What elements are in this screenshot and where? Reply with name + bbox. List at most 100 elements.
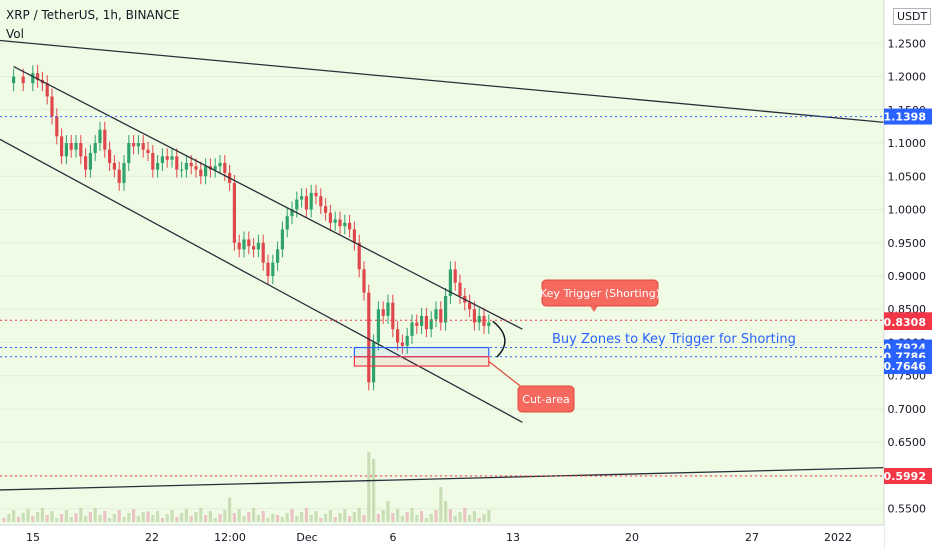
volume-bar (396, 509, 400, 522)
x-tick-label-0: 15 (26, 531, 40, 544)
volume-bar (12, 510, 16, 522)
volume-bar (146, 511, 150, 522)
volume-bar (300, 512, 304, 522)
candle-body (396, 329, 400, 343)
candle-body (429, 319, 433, 330)
candle-body (50, 96, 54, 117)
volume-bar (40, 508, 44, 522)
price-badge-0 (884, 108, 932, 125)
volume-bar (343, 509, 347, 522)
candle-body (367, 292, 371, 383)
volume-bar (415, 515, 419, 522)
candle-body (415, 322, 419, 326)
candle-body (213, 166, 217, 170)
price-badge-label-0: 1.1398 (884, 111, 926, 124)
volume-bar (237, 509, 241, 522)
candle-body (184, 162, 188, 170)
volume-bar (136, 516, 140, 522)
candle-body (165, 156, 169, 160)
candle-body (175, 156, 179, 170)
volume-bar (304, 508, 308, 522)
volume-bar (189, 516, 193, 522)
volume-bar (285, 513, 289, 522)
volume-bar (242, 516, 246, 522)
candle-body (194, 166, 198, 170)
volume-bar (112, 514, 116, 522)
volume-bar (108, 518, 112, 522)
trendline-0 (0, 39, 893, 124)
candle-body (146, 149, 150, 153)
candle-body (64, 143, 68, 157)
candle-body (60, 136, 64, 157)
candle-body (55, 116, 59, 137)
volume-bar (45, 515, 49, 522)
candle-body (444, 295, 448, 323)
candle-body (199, 169, 203, 177)
y-tick-label-6: 0.9500 (888, 237, 927, 250)
volume-bar (170, 510, 174, 522)
volume-bar (218, 514, 222, 522)
candle-body (122, 162, 126, 183)
volume-bar (50, 511, 54, 522)
volume-bar (93, 508, 97, 522)
candle-body (276, 249, 280, 263)
candle-body (189, 162, 193, 167)
candle-body (69, 143, 73, 150)
candle-body (84, 156, 88, 170)
volume-bar (160, 518, 164, 522)
buy-zones-label: Buy Zones to Key Trigger for Shorting (552, 332, 796, 347)
volume-bar (482, 514, 486, 522)
candle-body (381, 309, 385, 316)
y-tick-label-12: 0.6500 (888, 436, 927, 449)
buy-zone (353, 346, 490, 358)
candle-body (405, 335, 409, 346)
volume-bar (290, 509, 294, 522)
volume-bar (381, 510, 385, 522)
volume-bar (261, 511, 265, 522)
candle-body (453, 269, 457, 283)
candle-body (21, 76, 25, 84)
volume-bar (410, 508, 414, 522)
candle-body (434, 309, 438, 320)
volume-bar (194, 512, 198, 522)
volume-bar (141, 512, 145, 522)
symbol-header: XRP / TetherUS, 1h, BINANCE (6, 8, 180, 22)
candle-body (309, 192, 313, 210)
candle-body (256, 242, 260, 250)
candle-body (420, 315, 424, 326)
candle-body (266, 262, 270, 276)
zone-connector-arc (492, 320, 506, 358)
volume-bar (2, 518, 6, 522)
candle-body (136, 143, 140, 147)
candle-body (439, 309, 443, 323)
candle-body (338, 219, 342, 227)
candle-body (410, 322, 414, 336)
candle-body (223, 162, 227, 173)
volume-bar (84, 516, 88, 522)
candle-body (88, 153, 92, 170)
volume-bar (55, 518, 59, 522)
volume-bar (400, 516, 404, 522)
volume-bar (453, 516, 457, 522)
key-trigger-pointer (590, 306, 598, 312)
unit-badge[interactable]: USDT (893, 8, 932, 25)
volume-bar (391, 513, 395, 522)
volume-bar (319, 518, 323, 522)
price-badge-label-6: 0.5992 (884, 470, 926, 483)
candle-body (295, 199, 299, 210)
candle-body (103, 129, 107, 150)
candle-body (352, 229, 356, 243)
price-badge-6 (884, 467, 932, 484)
candle-body (247, 239, 251, 247)
candle-body (357, 242, 361, 270)
volume-bar (247, 512, 251, 522)
candle-body (314, 192, 318, 197)
volume-bar (132, 509, 136, 522)
x-tick-label-2: 12:00 (214, 531, 246, 544)
volume-bar (405, 512, 409, 522)
candle-body (328, 212, 332, 223)
volume-bar (21, 513, 25, 522)
volume-bar (204, 515, 208, 522)
